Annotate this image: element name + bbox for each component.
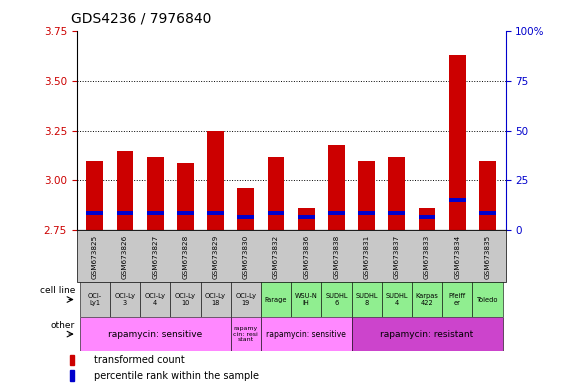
Bar bbox=[201, 282, 231, 317]
Bar bbox=[389, 212, 405, 215]
Bar bbox=[86, 212, 103, 215]
Text: OCI-Ly
4: OCI-Ly 4 bbox=[145, 293, 166, 306]
Bar bbox=[261, 317, 352, 351]
Bar bbox=[261, 282, 291, 317]
Text: Karpas
422: Karpas 422 bbox=[416, 293, 438, 306]
Text: SUDHL
4: SUDHL 4 bbox=[386, 293, 408, 306]
Bar bbox=[147, 212, 164, 215]
Text: rapamycin: resistant: rapamycin: resistant bbox=[381, 329, 474, 339]
Bar bbox=[70, 370, 74, 381]
Bar bbox=[177, 212, 194, 215]
Bar bbox=[389, 157, 405, 230]
Text: percentile rank within the sample: percentile rank within the sample bbox=[94, 371, 259, 381]
Bar bbox=[358, 161, 375, 230]
Bar bbox=[328, 144, 345, 230]
Text: GSM673838: GSM673838 bbox=[333, 235, 340, 279]
Bar bbox=[70, 355, 74, 365]
Bar bbox=[298, 215, 315, 219]
Bar bbox=[449, 199, 466, 202]
Text: GSM673834: GSM673834 bbox=[454, 235, 460, 279]
Bar bbox=[358, 212, 375, 215]
Text: OCI-
Ly1: OCI- Ly1 bbox=[87, 293, 102, 306]
Text: GDS4236 / 7976840: GDS4236 / 7976840 bbox=[71, 12, 211, 25]
Bar bbox=[231, 282, 261, 317]
Text: WSU-N
IH: WSU-N IH bbox=[295, 293, 318, 306]
Text: other: other bbox=[51, 321, 75, 330]
Text: GSM673826: GSM673826 bbox=[122, 235, 128, 279]
Bar bbox=[77, 230, 506, 282]
Bar bbox=[237, 189, 254, 230]
Text: Toledo: Toledo bbox=[477, 296, 498, 303]
Bar bbox=[419, 209, 435, 230]
Bar bbox=[110, 282, 140, 317]
Text: GSM673833: GSM673833 bbox=[424, 235, 430, 279]
Bar bbox=[352, 317, 503, 351]
Bar bbox=[80, 317, 231, 351]
Text: SUDHL
6: SUDHL 6 bbox=[325, 293, 348, 306]
Text: rapamycin: sensitive: rapamycin: sensitive bbox=[266, 329, 346, 339]
Bar bbox=[207, 131, 224, 230]
Bar bbox=[352, 282, 382, 317]
Text: Farage: Farage bbox=[265, 296, 287, 303]
Bar bbox=[328, 212, 345, 215]
Bar bbox=[449, 55, 466, 230]
Bar bbox=[116, 151, 133, 230]
Bar bbox=[382, 282, 412, 317]
Bar bbox=[442, 282, 473, 317]
Bar bbox=[479, 212, 496, 215]
Text: OCI-Ly
3: OCI-Ly 3 bbox=[115, 293, 136, 306]
Text: GSM673828: GSM673828 bbox=[182, 235, 189, 279]
Bar bbox=[170, 282, 201, 317]
Text: rapamycin: sensitive: rapamycin: sensitive bbox=[108, 329, 202, 339]
Bar bbox=[80, 282, 110, 317]
Text: GSM673830: GSM673830 bbox=[243, 235, 249, 279]
Text: GSM673835: GSM673835 bbox=[485, 235, 490, 279]
Bar bbox=[419, 215, 435, 219]
Text: OCI-Ly
19: OCI-Ly 19 bbox=[235, 293, 256, 306]
Text: GSM673831: GSM673831 bbox=[364, 235, 370, 279]
Bar bbox=[473, 282, 503, 317]
Bar bbox=[86, 161, 103, 230]
Bar bbox=[147, 157, 164, 230]
Text: rapamy
cin: resi
stant: rapamy cin: resi stant bbox=[233, 326, 258, 343]
Text: GSM673825: GSM673825 bbox=[92, 235, 98, 279]
Text: GSM673836: GSM673836 bbox=[303, 235, 309, 279]
Text: transformed count: transformed count bbox=[94, 355, 185, 365]
Text: GSM673829: GSM673829 bbox=[212, 235, 219, 279]
Bar bbox=[412, 282, 442, 317]
Bar bbox=[479, 161, 496, 230]
Bar bbox=[321, 282, 352, 317]
Bar bbox=[268, 212, 285, 215]
Bar bbox=[116, 212, 133, 215]
Bar bbox=[268, 157, 285, 230]
Bar bbox=[207, 212, 224, 215]
Bar bbox=[298, 209, 315, 230]
Text: Pfeiff
er: Pfeiff er bbox=[449, 293, 466, 306]
Text: OCI-Ly
18: OCI-Ly 18 bbox=[205, 293, 226, 306]
Bar bbox=[140, 282, 170, 317]
Text: GSM673827: GSM673827 bbox=[152, 235, 158, 279]
Text: GSM673837: GSM673837 bbox=[394, 235, 400, 279]
Bar bbox=[291, 282, 321, 317]
Text: cell line: cell line bbox=[40, 286, 75, 295]
Text: SUDHL
8: SUDHL 8 bbox=[356, 293, 378, 306]
Bar bbox=[231, 317, 261, 351]
Text: GSM673832: GSM673832 bbox=[273, 235, 279, 279]
Bar bbox=[237, 215, 254, 219]
Bar bbox=[177, 162, 194, 230]
Text: OCI-Ly
10: OCI-Ly 10 bbox=[175, 293, 196, 306]
